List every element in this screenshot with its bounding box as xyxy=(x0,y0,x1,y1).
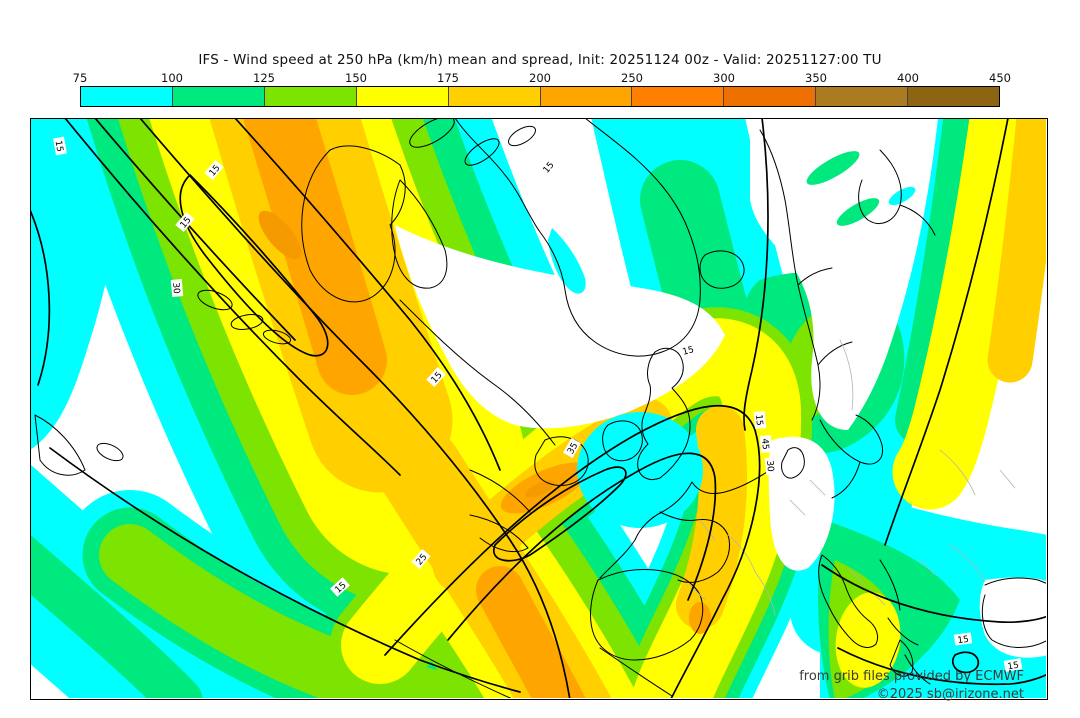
svg-text:15: 15 xyxy=(53,140,65,153)
contour-label-15: 15 xyxy=(678,342,698,358)
windspeed-field xyxy=(31,119,1046,698)
colorbar-segment-250 xyxy=(632,87,725,106)
colorbar-tick-100: 100 xyxy=(161,71,183,85)
contour-label-45: 45 xyxy=(759,435,773,453)
colorbar-segment-100 xyxy=(172,87,265,106)
svg-text:30: 30 xyxy=(764,460,775,473)
colorbar-segment-200 xyxy=(540,87,633,106)
svg-text:15: 15 xyxy=(1007,661,1020,673)
colorbar-tick-150: 150 xyxy=(345,71,367,85)
svg-text:45: 45 xyxy=(759,438,770,450)
colorbar-tick-450: 450 xyxy=(989,71,1011,85)
colorbar-tick-350: 350 xyxy=(805,71,827,85)
contour-label-35: 35 xyxy=(562,437,582,459)
svg-text:15: 15 xyxy=(957,635,970,646)
colorbar-segment-175 xyxy=(448,87,541,106)
svg-text:15: 15 xyxy=(753,414,764,426)
colorbar-tick-400: 400 xyxy=(897,71,919,85)
colorbar xyxy=(80,86,1000,107)
attribution-source: from grib files provided by ECMWF xyxy=(799,669,1024,684)
colorbar-tick-125: 125 xyxy=(253,71,275,85)
contour-label-30: 30 xyxy=(170,279,184,297)
colorbar-tick-75: 75 xyxy=(72,71,88,85)
coastlines xyxy=(34,119,1046,698)
colorbar-tick-300: 300 xyxy=(713,71,735,85)
colorbar-segment-400 xyxy=(908,87,1000,106)
colorbar-segment-125 xyxy=(264,87,357,106)
contour-label-30: 30 xyxy=(764,457,778,475)
spread-contours xyxy=(31,119,1046,698)
contour-label-15: 15 xyxy=(953,632,973,646)
contour-label-15: 15 xyxy=(1003,658,1023,673)
svg-text:30: 30 xyxy=(170,282,181,295)
colorbar-segment-300 xyxy=(724,87,817,106)
colorbar-segment-150 xyxy=(356,87,449,106)
page-title: IFS - Wind speed at 250 hPa (km/h) mean … xyxy=(198,52,882,68)
svg-text:15: 15 xyxy=(682,345,696,358)
colorbar-segment-75 xyxy=(81,87,173,106)
contour-label-15: 15 xyxy=(753,411,767,429)
attribution-copyright: ©2025 sb@irizone.net xyxy=(876,687,1024,702)
map-frame: 15 15 15 30 15 15 35 25 15 15 45 30 15 15 15 xyxy=(30,118,1048,700)
svg-text:35: 35 xyxy=(566,441,580,456)
colorbar-tick-200: 200 xyxy=(529,71,551,85)
country-borders xyxy=(689,339,1016,616)
colorbar-segment-350 xyxy=(816,87,909,106)
colorbar-tick-175: 175 xyxy=(437,71,459,85)
contour-label-15: 15 xyxy=(53,136,67,156)
colorbar-tick-250: 250 xyxy=(621,71,643,85)
